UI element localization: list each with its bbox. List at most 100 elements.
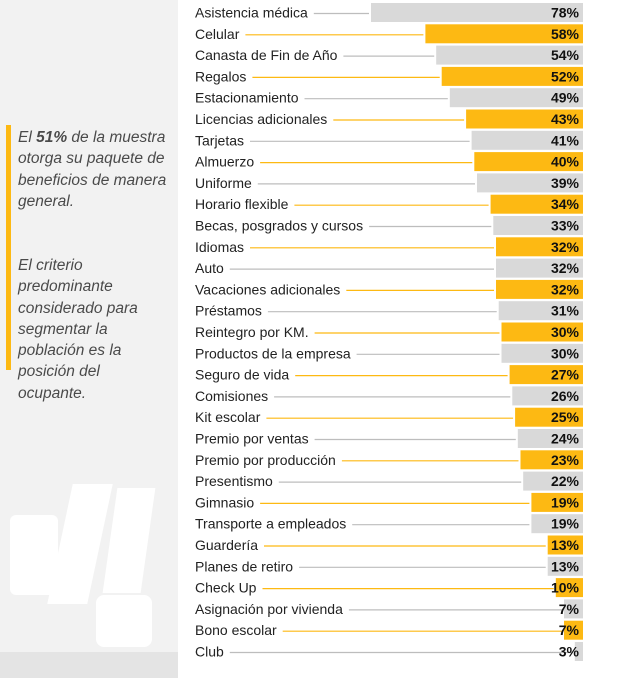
value-label: 13% (551, 537, 580, 553)
bar (371, 3, 583, 22)
bar (523, 471, 583, 491)
value-label: 40% (551, 154, 580, 170)
bar (466, 109, 583, 129)
category-label: Guardería (195, 537, 258, 553)
bar-row: Regalos 52% (195, 66, 583, 86)
category-label: Premio por ventas (195, 431, 309, 447)
bar (555, 578, 583, 598)
value-label: 19% (551, 516, 580, 532)
category-label: Vacaciones adicionales (195, 281, 340, 297)
bar (493, 216, 583, 235)
bar-row: Uniforme 39% (195, 173, 583, 193)
bar-row: Horario flexible 34% (195, 194, 583, 214)
value-label: 41% (551, 132, 580, 148)
decorative-shape (10, 515, 58, 595)
bar (564, 599, 583, 619)
bar (498, 301, 583, 321)
bar-row: Club 3% (195, 642, 583, 661)
bar-row: Licencias adicionales 43% (195, 109, 583, 129)
value-label: 13% (551, 558, 580, 574)
value-label: 7% (559, 622, 580, 638)
bar-row: Planes de retiro 13% (195, 556, 583, 576)
category-label: Check Up (195, 580, 257, 596)
category-label: Tarjetas (195, 132, 244, 148)
note-highlight-percent: 51% (36, 129, 68, 146)
bar-row: Comisiones 26% (195, 386, 583, 406)
category-label: Auto (195, 260, 224, 276)
note-segmentation-criterion: El criterio predominante considerado par… (18, 257, 138, 402)
value-label: 3% (559, 644, 580, 660)
bar-row: Almuerzo 40% (195, 152, 583, 172)
accent-bar (6, 125, 11, 370)
bar (449, 88, 583, 108)
bar-row: Idiomas 32% (195, 237, 583, 257)
value-label: 22% (551, 473, 580, 489)
bar-row: Presentismo 22% (195, 471, 583, 491)
category-label: Becas, posgrados y cursos (195, 218, 363, 234)
category-label: Bono escolar (195, 622, 277, 638)
category-label: Presentismo (195, 473, 273, 489)
value-label: 30% (551, 345, 580, 361)
category-label: Premio por producción (195, 452, 336, 468)
category-label: Uniforme (195, 175, 252, 191)
bar-row: Productos de la empresa 30% (195, 343, 583, 363)
bar-row: Bono escolar 7% (195, 620, 583, 640)
bar-row: Reintegro por KM. 30% (195, 322, 583, 342)
bar (501, 322, 583, 342)
category-label: Préstamos (195, 303, 262, 319)
category-label: Reintegro por KM. (195, 324, 309, 340)
category-label: Club (195, 644, 224, 660)
note-general-package: El 51% de la muestra otorga su paquete d… (18, 129, 167, 210)
bar-row: Préstamos 31% (195, 301, 583, 321)
bar-row: Premio por producción 23% (195, 450, 583, 470)
category-label: Gimnasio (195, 494, 254, 510)
category-label: Licencias adicionales (195, 111, 327, 127)
value-label: 31% (551, 303, 580, 319)
value-label: 34% (551, 196, 580, 212)
bar (547, 556, 583, 576)
value-label: 49% (551, 90, 580, 106)
category-label: Canasta de Fin de Año (195, 47, 338, 63)
bar (547, 535, 583, 555)
bar-row: Celular 58% (195, 24, 583, 44)
value-label: 43% (551, 111, 580, 127)
category-label: Almuerzo (195, 154, 254, 170)
bar (531, 514, 583, 534)
bar (490, 194, 583, 214)
category-label: Celular (195, 26, 240, 42)
value-label: 7% (559, 601, 580, 617)
bar (496, 279, 583, 299)
value-label: 19% (551, 494, 580, 510)
value-label: 78% (551, 5, 580, 21)
bar (471, 130, 583, 150)
value-label: 26% (551, 388, 580, 404)
category-label: Idiomas (195, 239, 244, 255)
category-label: Planes de retiro (195, 558, 293, 574)
bar-row: Tarjetas 41% (195, 130, 583, 150)
bar-row: Becas, posgrados y cursos 33% (195, 216, 583, 235)
bar (512, 386, 583, 406)
bar (515, 407, 583, 427)
category-label: Asignación por vivienda (195, 601, 343, 617)
decorative-shape (96, 595, 152, 647)
category-label: Regalos (195, 68, 246, 84)
bottom-strip (0, 652, 178, 678)
category-label: Seguro de vida (195, 367, 289, 383)
bar (496, 258, 583, 278)
value-label: 32% (551, 260, 580, 276)
category-label: Horario flexible (195, 196, 289, 212)
value-label: 23% (551, 452, 580, 468)
value-label: 32% (551, 281, 580, 297)
bar-row: Transporte a empleados 19% (195, 514, 583, 534)
category-label: Productos de la empresa (195, 345, 351, 361)
bar-row: Guardería 13% (195, 535, 583, 555)
value-label: 32% (551, 239, 580, 255)
value-label: 25% (551, 409, 580, 425)
bar-row: Asistencia médica 78% (195, 3, 583, 22)
bar-row: Seguro de vida 27% (195, 365, 583, 385)
bar (517, 429, 583, 448)
bar-row: Auto 32% (195, 258, 583, 278)
value-label: 30% (551, 324, 580, 340)
category-label: Transporte a empleados (195, 516, 346, 532)
